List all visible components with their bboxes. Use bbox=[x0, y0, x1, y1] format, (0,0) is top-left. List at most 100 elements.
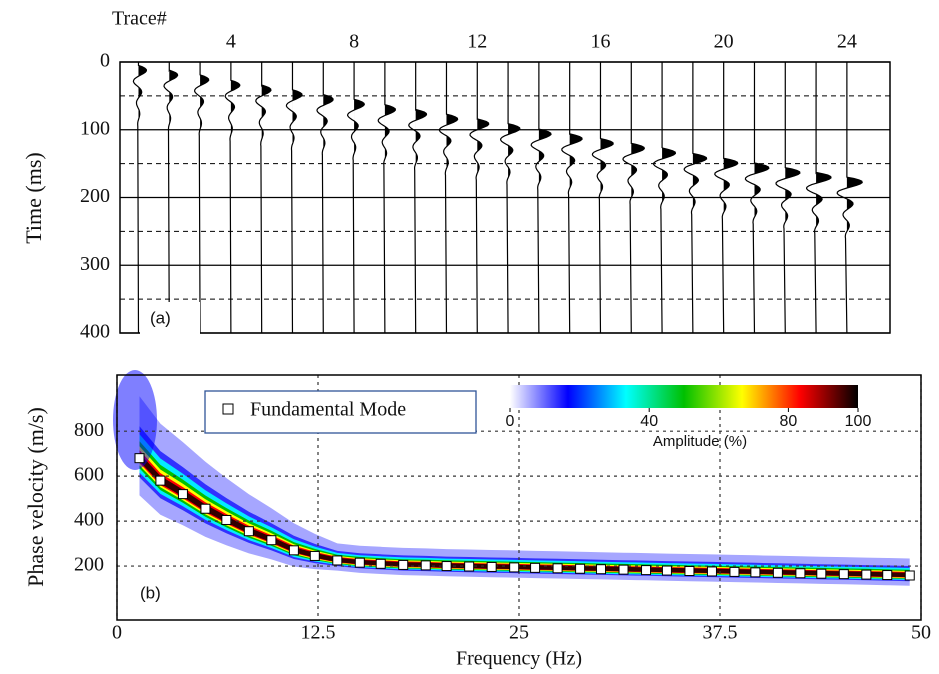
trace-wiggle bbox=[469, 62, 490, 334]
plot-frame bbox=[119, 61, 891, 334]
x-tick-label: 50 bbox=[911, 622, 931, 644]
trace-wiggle bbox=[591, 62, 614, 334]
y-tick-label: 400 bbox=[80, 321, 110, 343]
trace-wiggle bbox=[836, 62, 863, 334]
x-tick-label: 8 bbox=[349, 31, 359, 53]
data-point bbox=[795, 568, 806, 579]
data-point bbox=[750, 567, 761, 578]
data-point bbox=[134, 453, 145, 464]
plot-frame bbox=[116, 374, 922, 621]
data-point bbox=[441, 561, 452, 572]
trace-wiggle bbox=[714, 62, 739, 334]
trace-wiggle bbox=[683, 62, 708, 334]
y-tick-label: 200 bbox=[80, 185, 110, 207]
colorbar-label: Amplitude (%) bbox=[653, 433, 747, 450]
trace-wiggle bbox=[805, 62, 832, 334]
dispersion-image bbox=[113, 370, 157, 470]
colorbar-tick-label: 0 bbox=[506, 413, 515, 430]
legend-marker bbox=[222, 403, 234, 415]
y-axis-label: Time (ms) bbox=[21, 152, 46, 243]
trace-wiggle bbox=[744, 62, 770, 334]
data-point bbox=[575, 563, 586, 574]
data-point bbox=[464, 561, 475, 572]
x-tick-label: 12 bbox=[467, 31, 487, 53]
data-point bbox=[882, 570, 893, 581]
data-point bbox=[332, 555, 343, 566]
legend-label: Fundamental Mode bbox=[250, 399, 406, 421]
colorbar-tick-label: 40 bbox=[640, 413, 658, 430]
data-point bbox=[155, 475, 166, 486]
x-tick-label: 24 bbox=[837, 31, 857, 53]
x-tick-label: 0 bbox=[112, 622, 122, 644]
data-point bbox=[861, 569, 872, 580]
x-tick-label: 25 bbox=[509, 622, 529, 644]
y-tick-label: 0 bbox=[100, 50, 110, 72]
data-point bbox=[266, 535, 277, 546]
trace-wiggle bbox=[346, 62, 365, 334]
data-point bbox=[243, 526, 254, 537]
data-point bbox=[221, 514, 232, 525]
data-point bbox=[729, 566, 740, 577]
trace-wiggle bbox=[652, 62, 677, 334]
x-tick-label: 4 bbox=[226, 31, 236, 53]
trace-wiggle bbox=[499, 62, 521, 334]
data-point bbox=[684, 566, 695, 576]
annotation-box bbox=[140, 302, 200, 334]
data-point bbox=[838, 569, 849, 580]
y-tick-label: 400 bbox=[74, 509, 104, 531]
colorbar-tick-label: 100 bbox=[845, 413, 872, 430]
trace-wiggle bbox=[285, 62, 303, 334]
data-point bbox=[309, 550, 320, 561]
data-point bbox=[486, 561, 497, 572]
trace-wiggle bbox=[622, 62, 645, 334]
x-tick-label: 12.5 bbox=[301, 622, 336, 644]
x-axis-label: Trace# bbox=[112, 8, 167, 30]
data-point bbox=[375, 558, 386, 569]
y-axis-label: Phase velocity (m/s) bbox=[23, 407, 48, 587]
data-point bbox=[618, 564, 629, 575]
data-point bbox=[772, 567, 783, 578]
trace-wiggle bbox=[530, 62, 552, 334]
x-axis-label: Frequency (Hz) bbox=[456, 648, 582, 670]
x-tick-label: 20 bbox=[714, 31, 734, 53]
y-tick-label: 800 bbox=[74, 419, 104, 441]
data-point bbox=[596, 564, 607, 575]
data-point bbox=[661, 565, 672, 576]
trace-wiggle bbox=[316, 62, 334, 334]
colorbar bbox=[510, 385, 858, 408]
legend-box bbox=[204, 390, 477, 434]
data-point bbox=[177, 489, 188, 500]
x-tick-label: 16 bbox=[590, 31, 610, 53]
y-tick-label: 600 bbox=[74, 464, 104, 486]
trace-wiggle bbox=[408, 62, 428, 334]
data-point bbox=[354, 557, 365, 568]
data-point bbox=[509, 562, 520, 573]
data-point bbox=[552, 563, 563, 574]
y-tick-label: 200 bbox=[74, 554, 104, 576]
data-point bbox=[420, 560, 431, 571]
trace-wiggle bbox=[561, 62, 583, 334]
data-point bbox=[288, 545, 299, 556]
trace-wiggle bbox=[438, 62, 459, 334]
trace-wiggle bbox=[224, 62, 241, 334]
annotation: (a) bbox=[150, 308, 171, 327]
y-tick-label: 100 bbox=[80, 117, 110, 139]
x-tick-label: 37.5 bbox=[703, 622, 738, 644]
trace-wiggle bbox=[193, 62, 210, 334]
trace-wiggle bbox=[775, 62, 801, 334]
data-point bbox=[816, 568, 827, 579]
trace-wiggle bbox=[377, 62, 397, 334]
y-tick-label: 300 bbox=[80, 253, 110, 275]
trace-wiggle bbox=[163, 62, 179, 334]
annotation: (b) bbox=[140, 583, 161, 602]
trace-wiggle bbox=[132, 62, 148, 334]
data-point bbox=[641, 565, 652, 576]
data-point bbox=[904, 570, 915, 581]
data-point bbox=[706, 566, 717, 577]
trace-wiggle bbox=[255, 62, 272, 334]
colorbar-tick-label: 80 bbox=[780, 413, 798, 430]
data-point bbox=[200, 503, 211, 514]
data-point bbox=[398, 559, 409, 570]
data-point bbox=[530, 562, 541, 573]
